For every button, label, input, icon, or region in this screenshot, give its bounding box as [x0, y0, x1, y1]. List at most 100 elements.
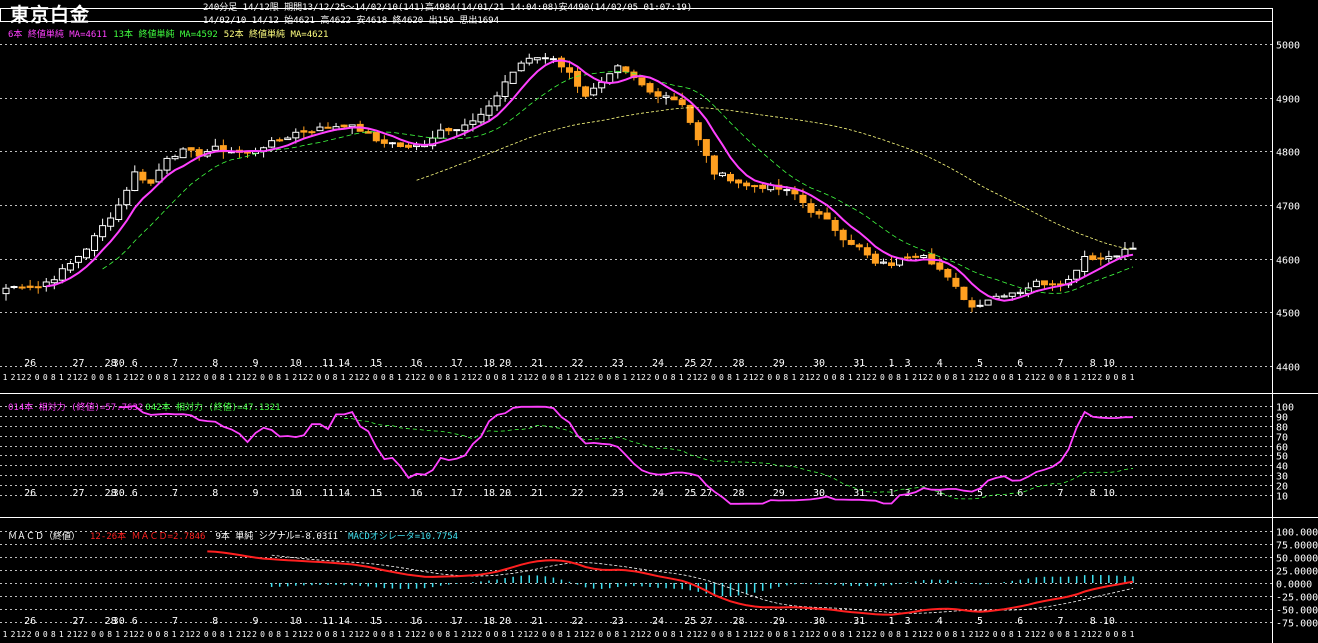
hour-tick-label: 0: [43, 630, 48, 639]
date-tick-label: 7: [172, 358, 178, 369]
hour-tick-label: 12: [974, 630, 984, 639]
hour-tick-label: 8: [727, 630, 732, 639]
hour-tick-label: 12: [467, 630, 477, 639]
candle-body: [694, 122, 702, 141]
macd-tick-label: -50.0000: [1276, 606, 1318, 617]
candle-body: [300, 130, 308, 133]
hour-tick-label: 8: [1065, 630, 1070, 639]
hour-tick-label: 0: [775, 373, 780, 382]
hour-tick-label: 8: [445, 373, 450, 382]
hour-tick-label: 0: [91, 630, 96, 639]
date-tick-label: 20: [499, 358, 511, 369]
hour-tick-label: 8: [389, 373, 394, 382]
date-tick-label: 6: [1017, 616, 1023, 627]
date-tick-label: 1: [888, 358, 894, 369]
hour-tick-label: 8: [783, 373, 788, 382]
candle-body: [960, 286, 968, 300]
hour-tick-label: 12: [129, 373, 139, 382]
date-tick-label: 6: [132, 488, 138, 499]
hour-tick-label: 2: [478, 373, 483, 382]
hour-tick-label: 12: [1087, 630, 1097, 639]
hour-tick-label: 2: [349, 373, 354, 382]
date-tick-label: 27: [72, 358, 84, 369]
date-tick-label: 21: [531, 616, 543, 627]
hour-tick-label: 0: [542, 373, 547, 382]
candle-body: [501, 81, 509, 98]
candle-body: [268, 140, 276, 148]
hour-tick-label: 12: [354, 373, 364, 382]
hour-tick-label: 2: [743, 630, 748, 639]
hour-tick-label: 2: [759, 373, 764, 382]
macd-tick-label: 0.0000: [1276, 580, 1312, 591]
date-tick-label: 31: [853, 616, 865, 627]
hour-tick-label: 8: [1122, 630, 1127, 639]
hour-tick-label: 2: [1081, 630, 1086, 639]
hour-tick-label: 2: [461, 630, 466, 639]
candle-body: [276, 139, 284, 142]
candle-body: [340, 124, 348, 128]
hour-tick-label: 0: [91, 373, 96, 382]
hour-tick-label: 1: [1017, 630, 1022, 639]
hour-tick-label: 12: [129, 630, 139, 639]
date-tick-label: 15: [370, 616, 382, 627]
date-tick-label: 28: [733, 488, 745, 499]
candle-body: [1008, 292, 1016, 297]
hour-tick-label: 8: [389, 630, 394, 639]
hour-tick-label: 2: [969, 630, 974, 639]
candle-body: [525, 57, 533, 64]
date-tick-label: 4: [937, 488, 943, 499]
hour-tick-label: 8: [896, 373, 901, 382]
hour-tick-label: 2: [1097, 373, 1102, 382]
date-tick-label: 27: [700, 616, 712, 627]
date-tick-label: 16: [411, 358, 423, 369]
hour-tick-label: 8: [1009, 630, 1014, 639]
hour-tick-label: 1: [397, 373, 402, 382]
hour-tick-label: 12: [523, 373, 533, 382]
legend-price-entry: 52本 終値単純 MA=4621: [223, 30, 329, 40]
candle-body: [654, 91, 662, 97]
candle-body: [920, 255, 928, 259]
candle-body: [91, 235, 99, 251]
hour-tick-label: 1: [622, 373, 627, 382]
candle-body: [372, 131, 380, 142]
hour-tick-label: 12: [805, 373, 815, 382]
hour-tick-label: 1: [566, 630, 571, 639]
date-tick-label: 10: [290, 488, 302, 499]
hour-tick-label: 0: [775, 630, 780, 639]
price-tick-label: 4600: [1276, 256, 1300, 267]
hour-tick-label: 2: [461, 373, 466, 382]
candle-body: [614, 65, 622, 74]
date-tick-label: 8: [1090, 616, 1096, 627]
hour-tick-label: 0: [1049, 373, 1054, 382]
hour-tick-label: 12: [862, 373, 872, 382]
macd-tick-label: 75.0000: [1276, 541, 1318, 552]
candle-body: [1081, 256, 1089, 272]
hour-tick-label: 8: [671, 630, 676, 639]
date-tick-label: 27: [72, 616, 84, 627]
candle-body: [171, 155, 179, 160]
hour-tick-label: 2: [292, 373, 297, 382]
hour-tick-label: 12: [298, 630, 308, 639]
candle-body: [566, 67, 573, 73]
hour-tick-label: 1: [961, 630, 966, 639]
candle-body: [1032, 280, 1040, 288]
price-tick-label: 5000: [1276, 41, 1300, 52]
candle-body: [115, 204, 123, 221]
date-tick-label: 8: [1090, 358, 1096, 369]
hour-tick-label: 1: [735, 630, 740, 639]
candle-body: [147, 179, 155, 184]
candle-body: [638, 77, 646, 86]
hour-tick-label: 2: [139, 630, 144, 639]
date-tick-label: 6: [132, 358, 138, 369]
hour-tick-label: 12: [242, 630, 252, 639]
candle-body: [469, 120, 477, 125]
legend-macd-entry: ＭＡＣＤ（終値）: [8, 532, 81, 542]
hour-tick-label: 1: [622, 630, 627, 639]
hour-tick-label: 0: [880, 630, 885, 639]
hour-tick-label: 12: [636, 373, 646, 382]
date-tick-label: 23: [612, 616, 624, 627]
date-tick-label: 6: [1017, 488, 1023, 499]
hour-tick-label: 2: [647, 630, 652, 639]
hour-tick-label: 2: [759, 630, 764, 639]
hour-tick-label: 8: [107, 373, 112, 382]
